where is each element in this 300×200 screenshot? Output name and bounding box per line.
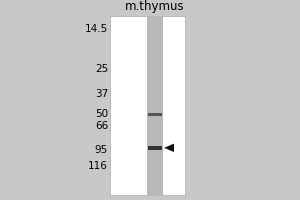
Bar xyxy=(148,113,162,116)
Text: 95: 95 xyxy=(95,145,108,155)
Text: 14.5: 14.5 xyxy=(85,24,108,34)
Bar xyxy=(147,16,163,195)
Text: 25: 25 xyxy=(95,64,108,74)
Text: 37: 37 xyxy=(95,89,108,99)
Text: 116: 116 xyxy=(88,161,108,171)
Bar xyxy=(110,16,185,195)
Text: 50: 50 xyxy=(95,109,108,119)
Text: 66: 66 xyxy=(95,121,108,131)
Polygon shape xyxy=(164,144,174,152)
Text: m.thymus: m.thymus xyxy=(125,0,185,13)
Bar xyxy=(148,146,162,150)
